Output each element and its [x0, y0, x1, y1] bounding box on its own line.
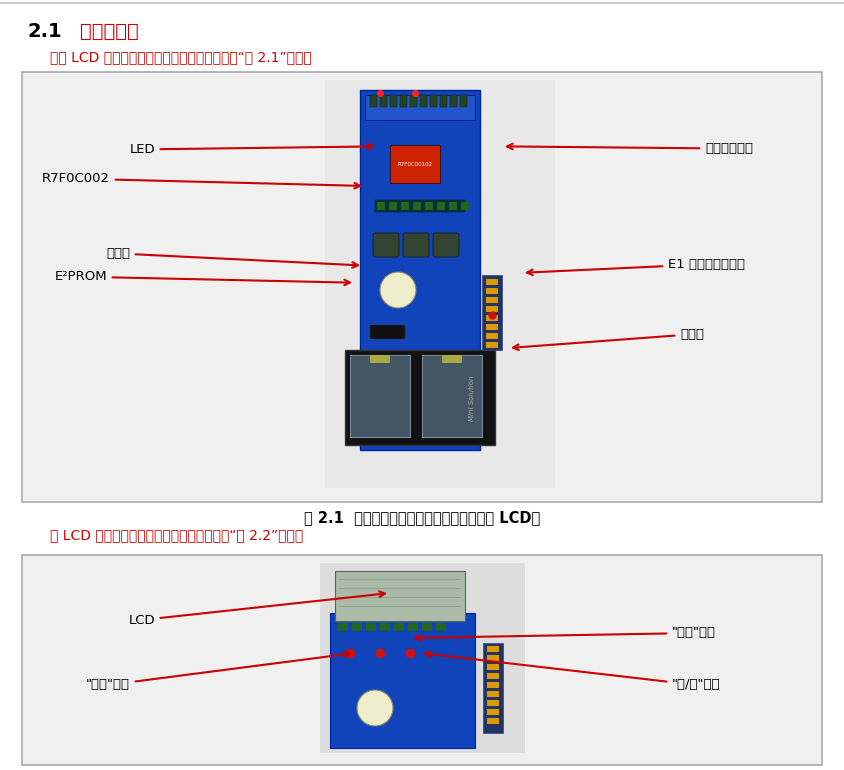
- Bar: [334, 571, 464, 621]
- Bar: [481, 275, 501, 350]
- Bar: [486, 682, 499, 688]
- Bar: [485, 333, 497, 339]
- Bar: [22, 555, 821, 765]
- Text: E1 接口（可移除）: E1 接口（可移除）: [527, 258, 744, 275]
- Bar: [441, 355, 462, 363]
- Text: 带 LCD 的非接触式电子体温计电路板正面如“图 2.2”所示。: 带 LCD 的非接触式电子体温计电路板正面如“图 2.2”所示。: [50, 528, 303, 542]
- Bar: [486, 691, 499, 697]
- Text: "体温"按键: "体温"按键: [414, 627, 715, 641]
- Text: "开/关"按键: "开/关"按键: [425, 651, 720, 691]
- Bar: [421, 623, 431, 631]
- Bar: [485, 324, 497, 330]
- Bar: [483, 643, 502, 733]
- Bar: [349, 355, 409, 437]
- Bar: [436, 202, 445, 210]
- Text: 电路板介绍: 电路板介绍: [80, 22, 138, 41]
- Bar: [409, 95, 416, 107]
- Bar: [408, 623, 418, 631]
- Text: R7F0C002: R7F0C002: [42, 172, 360, 189]
- Bar: [22, 72, 821, 502]
- Bar: [388, 202, 397, 210]
- Bar: [486, 718, 499, 724]
- Text: Mini Solution: Mini Solution: [468, 375, 474, 420]
- Bar: [401, 202, 408, 210]
- Bar: [461, 202, 468, 210]
- Bar: [486, 700, 499, 706]
- Circle shape: [380, 272, 415, 308]
- Bar: [338, 623, 348, 631]
- FancyBboxPatch shape: [432, 233, 458, 257]
- Bar: [486, 664, 499, 670]
- Bar: [486, 655, 499, 661]
- Bar: [330, 613, 474, 748]
- Bar: [440, 95, 446, 107]
- Text: LED: LED: [129, 143, 372, 156]
- Text: LCD: LCD: [128, 591, 385, 627]
- Bar: [419, 95, 426, 107]
- Bar: [390, 95, 397, 107]
- Bar: [486, 646, 499, 652]
- Bar: [450, 95, 457, 107]
- Bar: [352, 623, 361, 631]
- Bar: [430, 95, 436, 107]
- Bar: [485, 297, 497, 303]
- Bar: [376, 202, 385, 210]
- Text: E²PROM: E²PROM: [54, 270, 349, 285]
- Text: 2.1: 2.1: [28, 22, 62, 41]
- Bar: [360, 90, 479, 450]
- Bar: [380, 623, 390, 631]
- Text: 图 2.1  非接触式电子体温计电路板正面（无 LCD）: 图 2.1 非接触式电子体温计电路板正面（无 LCD）: [304, 510, 540, 525]
- Bar: [370, 355, 390, 363]
- Bar: [370, 95, 376, 107]
- Bar: [370, 325, 404, 339]
- Circle shape: [356, 690, 392, 726]
- Text: R7F0C00102: R7F0C00102: [397, 162, 432, 166]
- Bar: [421, 355, 481, 437]
- Bar: [485, 315, 497, 321]
- Bar: [390, 145, 440, 183]
- Text: 蜂鸣器: 蜂鸣器: [106, 247, 358, 268]
- Bar: [485, 342, 497, 348]
- Text: 测温模块接口: 测温模块接口: [506, 142, 752, 155]
- Text: 去掉 LCD 的非接触式电子体温计电路板正面如“图 2.1”所示。: 去掉 LCD 的非接触式电子体温计电路板正面如“图 2.1”所示。: [50, 50, 311, 64]
- FancyBboxPatch shape: [403, 233, 429, 257]
- Bar: [365, 95, 474, 120]
- Text: "室温"按键: "室温"按键: [86, 651, 349, 691]
- Bar: [365, 623, 376, 631]
- Bar: [448, 202, 457, 210]
- Text: 电池盒: 电池盒: [512, 328, 703, 350]
- Bar: [486, 709, 499, 715]
- Bar: [485, 279, 497, 285]
- Bar: [344, 350, 495, 445]
- Bar: [425, 202, 432, 210]
- FancyBboxPatch shape: [372, 233, 398, 257]
- Bar: [320, 563, 524, 753]
- Bar: [486, 673, 499, 679]
- Bar: [399, 95, 407, 107]
- Bar: [485, 288, 497, 294]
- Bar: [325, 80, 555, 488]
- Bar: [375, 200, 464, 212]
- Bar: [459, 95, 467, 107]
- Bar: [413, 202, 420, 210]
- Bar: [436, 623, 446, 631]
- Bar: [393, 623, 403, 631]
- Bar: [485, 306, 497, 312]
- Bar: [380, 95, 387, 107]
